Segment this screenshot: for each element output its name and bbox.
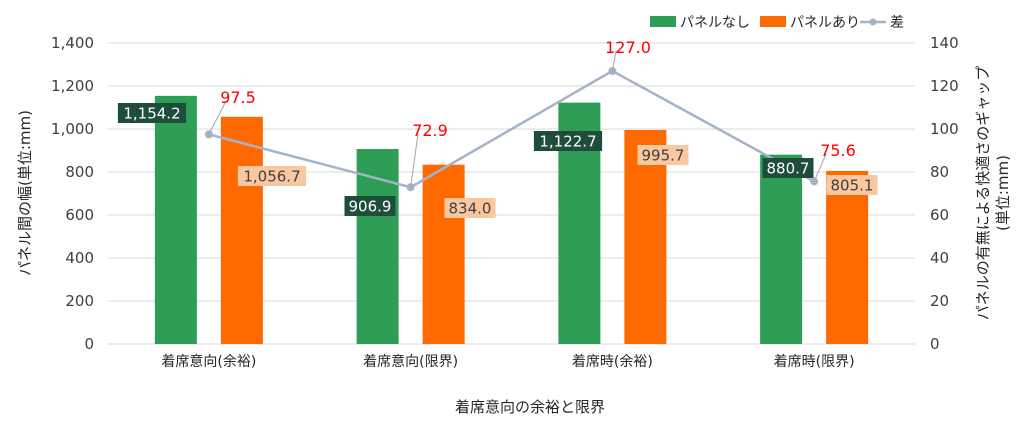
data-label-panel-bg: [826, 175, 878, 195]
legend-label-diff: 差: [890, 15, 904, 31]
data-label-panel: 834.0: [449, 200, 492, 218]
y2-tick-label: 140: [930, 34, 959, 52]
bars: [154, 95, 869, 344]
difference-line-path: [208, 69, 815, 189]
data-label-no-panel-bg: [762, 158, 814, 178]
data-labels: 1,154.2 1,056.7 906.9 834.0 1,122.7 995.7 880.…: [117, 38, 878, 218]
category-label: 着席意向(余裕): [161, 353, 256, 370]
y-tick-label: 200: [65, 292, 94, 310]
data-label-difference: 75.6: [820, 141, 856, 160]
y-tick-label: 0: [84, 335, 94, 353]
legend-swatch-diff-marker: [869, 18, 877, 26]
difference-leader-line: [410, 133, 419, 188]
data-label-panel-bg: [637, 145, 689, 165]
category-labels: 着席意向(余裕) 着席意向(限界) 着席時(余裕) 着席時(限界): [161, 353, 854, 370]
y2-tick-label: 40: [930, 249, 949, 267]
legend-swatch-no-panel: [650, 16, 676, 27]
data-label-panel: 1,056.7: [243, 168, 300, 186]
data-label-difference: 127.0: [605, 38, 651, 57]
y2-axis-title-line1: パネルの有無による快適さのギャップ: [974, 66, 992, 321]
data-label-no-panel: 906.9: [349, 198, 392, 216]
y-tick-label: 400: [65, 249, 94, 267]
y-tick-label: 600: [65, 206, 94, 224]
legend-swatch-panel: [760, 16, 786, 27]
y2-tick-label: 100: [930, 120, 959, 138]
data-label-difference: 97.5: [220, 88, 256, 107]
legend-label-panel: パネルあり: [790, 15, 860, 31]
bar-panel: [624, 129, 667, 344]
data-label-panel-bg: [237, 166, 307, 186]
difference-leader-line: [611, 50, 617, 72]
y2-tick-label: 120: [930, 77, 959, 95]
y-axis-title: パネル間の幅(単位:mm): [16, 110, 34, 276]
category-label: 着席時(余裕): [572, 353, 653, 370]
data-label-panel: 995.7: [642, 147, 685, 165]
data-label-no-panel-bg: [533, 131, 603, 151]
right-axis-ticks: 0 20 40 60 80 100 120 140: [930, 34, 959, 353]
bar-panel: [220, 116, 263, 344]
bar-panel: [826, 170, 869, 344]
data-label-panel: 805.1: [831, 177, 874, 195]
y-tick-label: 1,400: [51, 34, 94, 52]
bar-panel: [422, 164, 465, 344]
difference-leader-line: [813, 153, 827, 182]
y2-tick-label: 80: [930, 163, 949, 181]
y-tick-label: 1,200: [51, 77, 94, 95]
category-label: 着席意向(限界): [363, 353, 458, 370]
bar-no-panel: [154, 95, 197, 344]
data-label-difference: 72.9: [412, 121, 448, 140]
difference-leader-line: [208, 100, 227, 135]
data-label-no-panel: 880.7: [767, 160, 810, 178]
legend-label-no-panel: パネルなし: [680, 15, 750, 31]
bar-no-panel: [760, 154, 803, 344]
legend: パネルなし パネルあり 差: [650, 15, 904, 31]
data-label-no-panel: 1,122.7: [539, 133, 596, 151]
category-label: 着席時(限界): [774, 354, 855, 370]
y-tick-label: 800: [65, 163, 94, 181]
data-label-no-panel: 1,154.2: [123, 105, 180, 123]
y-tick-label: 1,000: [51, 120, 94, 138]
y2-tick-label: 60: [930, 206, 949, 224]
data-label-panel-bg: [444, 198, 496, 218]
y2-tick-label: 0: [930, 335, 940, 353]
x-axis-title: 着席意向の余裕と限界: [455, 398, 605, 416]
y2-tick-label: 20: [930, 292, 949, 310]
left-axis-ticks: 0 200 400 600 800 1,000 1,200 1,400: [51, 34, 94, 353]
y2-axis-title-line2: (単位:mm): [994, 155, 1012, 231]
data-label-no-panel-bg: [117, 103, 187, 123]
data-label-no-panel-bg: [344, 196, 396, 216]
